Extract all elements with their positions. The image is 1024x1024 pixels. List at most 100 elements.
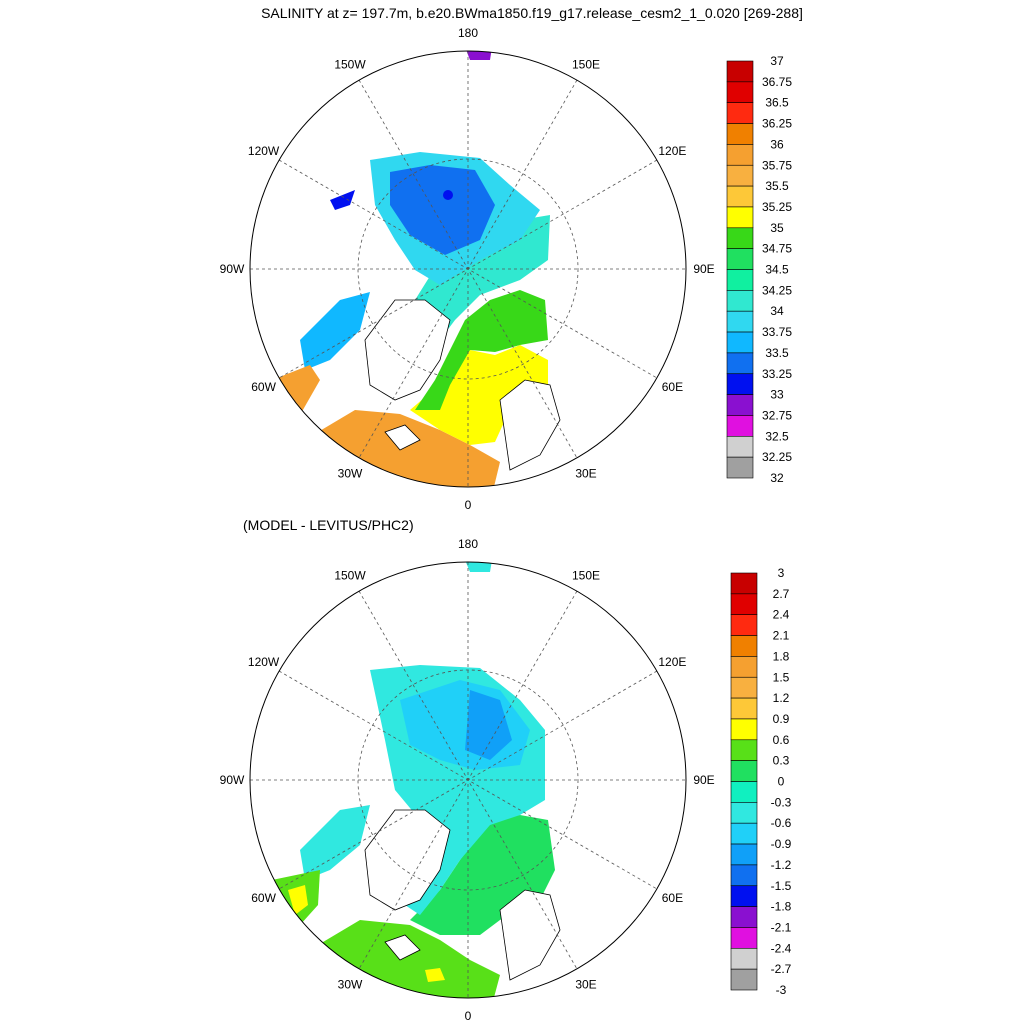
lon-label: 30E	[575, 466, 596, 480]
map-2-scandinavia	[499, 889, 561, 981]
colorbar-swatch	[726, 102, 754, 124]
colorbar-label: 3	[778, 566, 785, 580]
lon-label: 90E	[693, 262, 714, 276]
colorbar-swatch	[726, 60, 754, 83]
map-1-iceland	[384, 424, 421, 451]
colorbar-swatch	[726, 206, 754, 229]
lon-label: 30W	[338, 466, 363, 480]
colorbar-swatch	[726, 269, 754, 291]
colorbar-swatch	[730, 760, 758, 782]
colorbar-swatch	[730, 614, 758, 636]
map-2-beaufort-core	[465, 690, 512, 760]
colorbar-label: 34.75	[762, 242, 792, 256]
colorbar-swatch	[730, 864, 758, 887]
colorbar-swatch	[726, 352, 754, 375]
colorbar-label: 34.25	[762, 283, 792, 297]
colorbar-swatch	[730, 635, 758, 657]
colorbar-swatch	[730, 739, 758, 761]
map-1-siberian-patch	[465, 51, 492, 60]
colorbar-label: 33.75	[762, 325, 792, 339]
map-1: 180 150E 120E 90E 60E 30E 0 30W 60W 90W 120W 150W	[220, 26, 715, 512]
lon-label: 150W	[334, 569, 366, 583]
map-2-longitude-labels: 180 150E 120E 90E 60E 30E 0 30W 60W 90W 120W 150W	[220, 537, 715, 1023]
map-1-norwegian-yellow	[410, 345, 548, 445]
map-2-border	[249, 561, 687, 999]
map-1-grid	[250, 51, 686, 487]
colorbar-label: -2.1	[771, 921, 792, 935]
colorbar-swatch	[726, 456, 754, 479]
colorbar-swatch	[726, 331, 754, 354]
colorbar-swatch	[726, 144, 754, 166]
colorbar-swatch	[730, 718, 758, 741]
map-1-basin-core	[443, 190, 453, 200]
colorbar-label: -1.5	[771, 879, 792, 893]
colorbar-label: -2.7	[771, 962, 792, 976]
map-2: 180 150E 120E 90E 60E 30E 0 30W 60W 90W 120W 150W	[220, 537, 715, 1023]
lon-label: 150E	[572, 58, 600, 72]
colorbar-label: 0.9	[773, 712, 790, 726]
colorbar-swatch	[726, 164, 754, 187]
colorbar-label: 33	[770, 388, 784, 402]
panel-1-title: SALINITY at z= 197.7m, b.e20.BWma1850.f1…	[261, 5, 803, 21]
colorbar-swatch	[730, 802, 758, 824]
colorbar-label: 1.5	[773, 670, 790, 684]
lon-label: 90W	[220, 773, 245, 787]
colorbar-swatch	[726, 123, 754, 145]
colorbar-swatch	[726, 415, 754, 437]
colorbar-label: 2.1	[773, 629, 790, 643]
colorbar-label: 36.25	[762, 117, 792, 131]
lon-label: 60E	[662, 891, 683, 905]
lon-label: 120E	[658, 144, 686, 158]
map-2-greenland	[364, 809, 451, 911]
colorbar-label: 1.8	[773, 649, 790, 663]
colorbar-swatch	[730, 656, 758, 678]
colorbar-1: 37 36.75 36.5 36.25 36 35.75 35.5 35.25 35 34.75 3…	[726, 54, 792, 485]
colorbar-swatch	[730, 947, 758, 970]
lon-label: 90E	[693, 773, 714, 787]
lon-label: 120W	[248, 144, 280, 158]
colorbar-swatch	[726, 310, 754, 333]
colorbar-2: 3 2.7 2.4 2.1 1.8 1.5 1.2 0.9 0.6 0.3 0 -0.3 -0.6 -0.…	[730, 566, 792, 997]
colorbar-label: 2.7	[773, 587, 790, 601]
lon-label: 60W	[251, 380, 276, 394]
map-1-border	[249, 50, 687, 488]
colorbar-label: -0.3	[771, 795, 792, 809]
colorbar-label: 1.2	[773, 691, 790, 705]
colorbar-label: 35	[770, 221, 784, 235]
lon-label: 60W	[251, 891, 276, 905]
colorbar-label: 36	[770, 137, 784, 151]
colorbar-label: 36.5	[765, 96, 789, 110]
colorbar-label: 33.5	[765, 346, 789, 360]
colorbar-swatch	[730, 593, 758, 615]
lon-label: 30E	[575, 977, 596, 991]
lon-label: 120E	[658, 655, 686, 669]
colorbar-swatch	[726, 81, 754, 103]
colorbar-swatch	[730, 885, 758, 907]
lon-label: 180	[458, 26, 478, 40]
colorbar-swatch	[730, 697, 758, 720]
lon-label: 180	[458, 537, 478, 551]
colorbar-swatch	[730, 843, 758, 866]
colorbar-label: 0.6	[773, 733, 790, 747]
lon-label: 120W	[248, 655, 280, 669]
colorbar-swatch	[730, 676, 758, 699]
lon-label: 90W	[220, 262, 245, 276]
map-1-barents-green	[415, 290, 548, 410]
colorbar-label: 35.5	[765, 179, 789, 193]
colorbar-label: -0.9	[771, 837, 792, 851]
map-1-baffin	[300, 292, 370, 370]
map-2-baffin-cyan	[300, 805, 370, 880]
colorbar-swatch	[730, 968, 758, 991]
colorbar-label: -1.2	[771, 858, 792, 872]
colorbar-label: -3	[776, 983, 787, 997]
colorbar-swatch	[726, 373, 754, 395]
map-2-fill	[272, 562, 561, 998]
map-1-greenland	[364, 299, 451, 401]
colorbar-label: 2.4	[773, 608, 790, 622]
colorbar-label: 0.3	[773, 754, 790, 768]
colorbar-label: 35.75	[762, 158, 792, 172]
lon-label: 0	[465, 498, 472, 512]
map-2-iceland	[384, 934, 421, 961]
map-2-labrador-yellow	[288, 885, 308, 915]
